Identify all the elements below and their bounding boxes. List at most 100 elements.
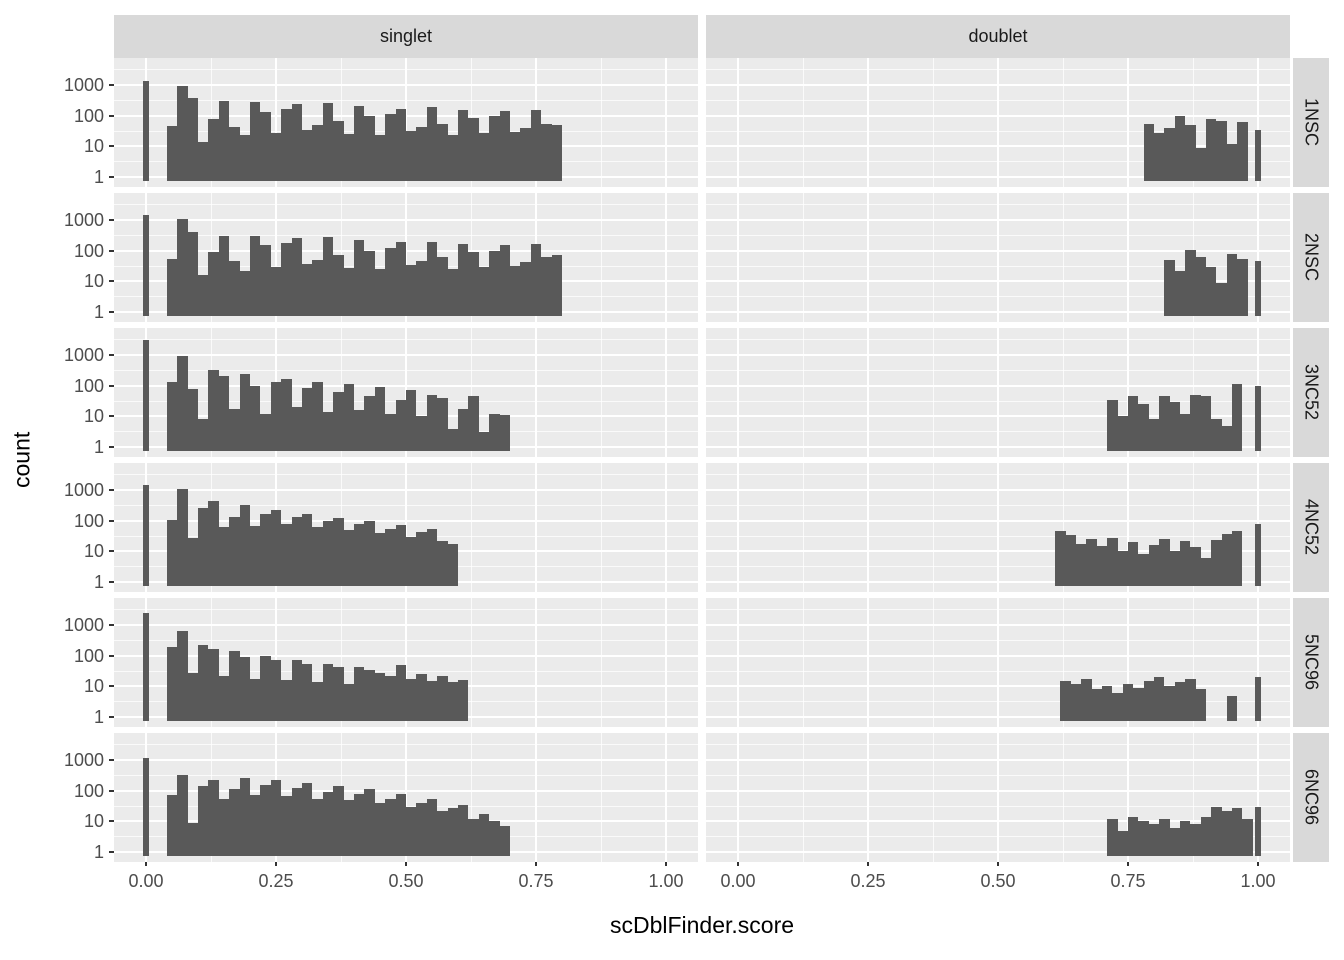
histogram-bar [333, 392, 344, 451]
histogram-bar [1107, 537, 1118, 586]
gridline-x-major [1257, 598, 1259, 727]
histogram-bar [499, 110, 510, 181]
histogram-bar [1154, 132, 1165, 181]
gridline-x-major [1257, 733, 1259, 862]
histogram-bar [239, 504, 250, 586]
facet-row-strip-3NC52: 3NC52 [1293, 328, 1329, 457]
y-tick-label: 1000 [63, 614, 104, 635]
gridline-x-minor [1192, 328, 1194, 457]
histogram-bar [322, 103, 334, 181]
y-axis-tick [109, 716, 114, 718]
histogram-bar [1211, 539, 1222, 586]
x-axis-tick [1127, 862, 1129, 866]
histogram-bar [302, 130, 313, 181]
histogram-bar [385, 528, 396, 586]
histogram-bar [426, 395, 438, 451]
histogram-bar [1216, 282, 1227, 316]
histogram-bar [281, 524, 292, 586]
histogram-bar [406, 265, 417, 316]
histogram-bar [551, 255, 562, 316]
y-axis-tick [109, 249, 114, 252]
histogram-bar [1190, 546, 1201, 586]
histogram-bar [374, 387, 386, 451]
histogram-bar [499, 244, 510, 316]
histogram-bar [260, 513, 271, 586]
gridline-x-major [867, 58, 869, 187]
panel-doublet-3NC52 [706, 328, 1290, 457]
histogram-bar [208, 649, 219, 721]
histogram-bar [218, 101, 230, 181]
histogram-spike-bar [1255, 806, 1261, 856]
histogram-bar [1232, 807, 1243, 856]
histogram-bar [333, 518, 344, 586]
gridline-x-major [1127, 598, 1129, 727]
histogram-bar [395, 665, 406, 721]
histogram-bar [385, 675, 396, 721]
gridline-x-major [665, 328, 667, 457]
x-axis-tick [867, 862, 869, 866]
gridline-x-major [665, 58, 667, 187]
gridline-x-major [665, 193, 667, 322]
histogram-bar [229, 261, 240, 316]
gridline-x-major [997, 463, 999, 592]
histogram-bar [468, 818, 479, 856]
histogram-bar [322, 411, 334, 451]
gridline-x-major [867, 598, 869, 727]
histogram-bar [510, 265, 521, 316]
histogram-bar [468, 396, 479, 451]
histogram-bar [291, 407, 302, 451]
histogram-bar [489, 821, 500, 856]
histogram-bar [364, 396, 375, 451]
histogram-bar [530, 110, 542, 181]
histogram-bar [343, 267, 354, 316]
gridline-x-minor [802, 733, 804, 862]
histogram-bar [291, 517, 302, 586]
histogram-bar [1226, 695, 1238, 721]
histogram-bar [520, 127, 531, 181]
facet-col-strip-singlet: singlet [114, 15, 698, 58]
histogram-bar [364, 116, 375, 181]
histogram-bar [270, 382, 282, 451]
gridline-x-major [535, 733, 537, 862]
histogram-spike-bar [1255, 523, 1261, 586]
y-tick-label: 10 [83, 136, 104, 157]
histogram-bar [468, 117, 479, 181]
histogram-bar [343, 683, 354, 721]
gridline-x-minor [932, 598, 934, 727]
histogram-bar [478, 266, 490, 316]
gridline-x-major [997, 733, 999, 862]
histogram-bar [250, 386, 261, 451]
histogram-bar [302, 782, 313, 856]
histogram-bar [291, 103, 302, 181]
histogram-bar [166, 258, 178, 316]
y-axis-tick [109, 446, 114, 448]
gridline-x-minor [600, 463, 602, 592]
gridline-x-minor [1062, 598, 1064, 727]
gridline-x-minor [1192, 598, 1194, 727]
gridline-x-major [665, 733, 667, 862]
histogram-bar [177, 631, 188, 721]
gridline-x-major [737, 598, 739, 727]
histogram-bar [1138, 821, 1149, 856]
histogram-bar [260, 413, 271, 451]
histogram-bar [250, 678, 261, 721]
histogram-bar [406, 806, 417, 856]
y-tick-label: 10 [83, 271, 104, 292]
histogram-bar [416, 127, 427, 181]
histogram-bar [406, 536, 417, 586]
histogram-bar [374, 532, 386, 586]
x-axis-tick [737, 862, 739, 866]
gridline-x-major [275, 193, 277, 322]
panel-doublet-4NC52 [706, 463, 1290, 592]
facet-row-strip-4NC52: 4NC52 [1293, 463, 1329, 592]
histogram-bar [250, 236, 261, 316]
gridline-x-major [867, 463, 869, 592]
histogram-bar [239, 373, 250, 451]
gridline-x-major [1127, 733, 1129, 862]
histogram-bar [437, 675, 448, 721]
histogram-bar [208, 500, 219, 586]
histogram-bar [478, 132, 490, 181]
facet-row-strip-6NC96: 6NC96 [1293, 733, 1329, 862]
histogram-bar [1185, 125, 1196, 181]
histogram-bar [406, 130, 417, 181]
